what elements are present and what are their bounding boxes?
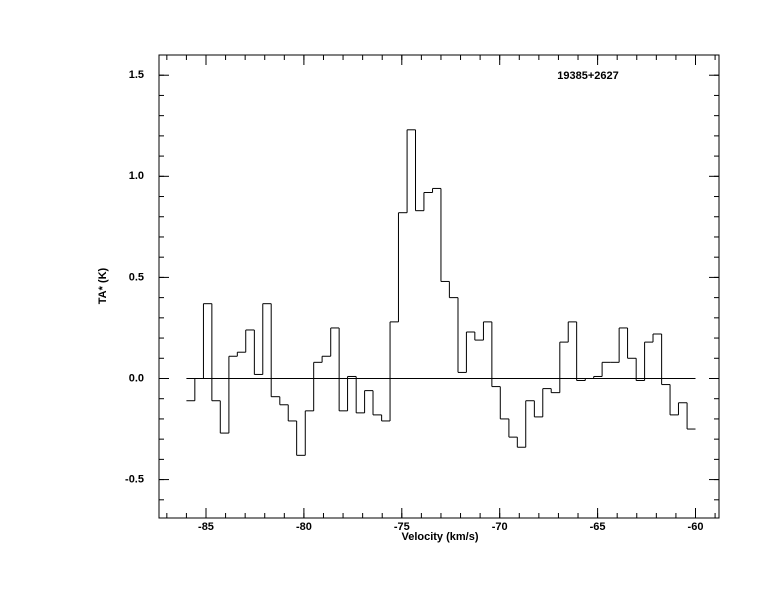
x-tick-label: -70 (492, 521, 508, 533)
y-tick-label: 1.5 (129, 69, 144, 81)
annotation: 19385+2627 (557, 70, 618, 82)
x-tick-label: -85 (198, 521, 214, 533)
y-axis-label: TA* (K) (97, 267, 109, 304)
x-tick-label: -75 (394, 521, 410, 533)
y-tick-label: 0.0 (129, 372, 144, 384)
plot-frame (158, 54, 720, 519)
y-tick-label: -0.5 (125, 473, 144, 485)
x-tick-label: -80 (296, 521, 312, 533)
x-tick-label: -65 (590, 521, 606, 533)
y-tick-label: 1.0 (129, 170, 144, 182)
x-tick-label: -60 (688, 521, 704, 533)
x-axis-label: Velocity (km/s) (401, 531, 478, 543)
step-connector (194, 129, 688, 456)
y-tick-label: 0.5 (129, 271, 144, 283)
